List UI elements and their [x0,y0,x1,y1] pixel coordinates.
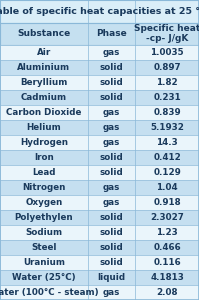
Text: solid: solid [100,78,123,87]
FancyBboxPatch shape [0,255,199,270]
FancyBboxPatch shape [0,22,199,45]
Text: Phase: Phase [96,29,127,38]
FancyBboxPatch shape [0,270,199,285]
Text: solid: solid [100,258,123,267]
Text: Hydrogen: Hydrogen [20,138,68,147]
Text: Helium: Helium [26,123,61,132]
Text: Air: Air [37,48,51,57]
Text: 0.231: 0.231 [153,93,181,102]
Text: Cadmium: Cadmium [21,93,67,102]
Text: Water (25°C): Water (25°C) [12,273,76,282]
Text: Nitrogen: Nitrogen [22,183,65,192]
Text: gas: gas [103,198,120,207]
Text: Water (100°C - steam): Water (100°C - steam) [0,288,99,297]
Text: solid: solid [100,168,123,177]
Text: gas: gas [103,48,120,57]
FancyBboxPatch shape [0,150,199,165]
Text: solid: solid [100,228,123,237]
Text: solid: solid [100,243,123,252]
FancyBboxPatch shape [0,210,199,225]
Text: gas: gas [103,123,120,132]
FancyBboxPatch shape [0,120,199,135]
Text: 0.897: 0.897 [153,63,181,72]
Text: 0.116: 0.116 [153,258,181,267]
Text: 1.23: 1.23 [156,228,178,237]
FancyBboxPatch shape [0,105,199,120]
FancyBboxPatch shape [0,165,199,180]
Text: gas: gas [103,183,120,192]
Text: 4.1813: 4.1813 [150,273,184,282]
Text: Specific heat
-cp- J/gK: Specific heat -cp- J/gK [134,24,199,44]
Text: Sodium: Sodium [25,228,62,237]
Text: solid: solid [100,153,123,162]
FancyBboxPatch shape [0,90,199,105]
Text: solid: solid [100,93,123,102]
Text: 0.839: 0.839 [153,108,181,117]
Text: Oxygen: Oxygen [25,198,62,207]
FancyBboxPatch shape [0,180,199,195]
Text: gas: gas [103,288,120,297]
Text: Aluminium: Aluminium [17,63,70,72]
Text: gas: gas [103,108,120,117]
Text: 0.412: 0.412 [153,153,181,162]
Text: 1.82: 1.82 [156,78,178,87]
Text: Steel: Steel [31,243,57,252]
Text: 1.04: 1.04 [156,183,178,192]
Text: Uranium: Uranium [23,258,65,267]
Text: 2.3027: 2.3027 [150,213,184,222]
Text: solid: solid [100,213,123,222]
Text: 2.08: 2.08 [156,288,178,297]
FancyBboxPatch shape [0,45,199,60]
FancyBboxPatch shape [0,285,199,300]
Text: liquid: liquid [97,273,126,282]
Text: Carbon Dioxide: Carbon Dioxide [6,108,81,117]
FancyBboxPatch shape [0,225,199,240]
Text: Table of specific heat capacities at 25 °C: Table of specific heat capacities at 25 … [0,7,199,16]
Text: gas: gas [103,138,120,147]
Text: 1.0035: 1.0035 [150,48,184,57]
FancyBboxPatch shape [0,60,199,75]
FancyBboxPatch shape [0,135,199,150]
Text: solid: solid [100,63,123,72]
Text: Beryllium: Beryllium [20,78,67,87]
Text: 0.466: 0.466 [153,243,181,252]
FancyBboxPatch shape [0,240,199,255]
Text: 0.129: 0.129 [153,168,181,177]
FancyBboxPatch shape [0,195,199,210]
Text: Lead: Lead [32,168,56,177]
FancyBboxPatch shape [0,0,199,22]
Text: 0.918: 0.918 [153,198,181,207]
Text: Iron: Iron [34,153,54,162]
FancyBboxPatch shape [0,75,199,90]
Text: Polyethylen: Polyethylen [15,213,73,222]
Text: Substance: Substance [17,29,70,38]
Text: 14.3: 14.3 [156,138,178,147]
Text: 5.1932: 5.1932 [150,123,184,132]
